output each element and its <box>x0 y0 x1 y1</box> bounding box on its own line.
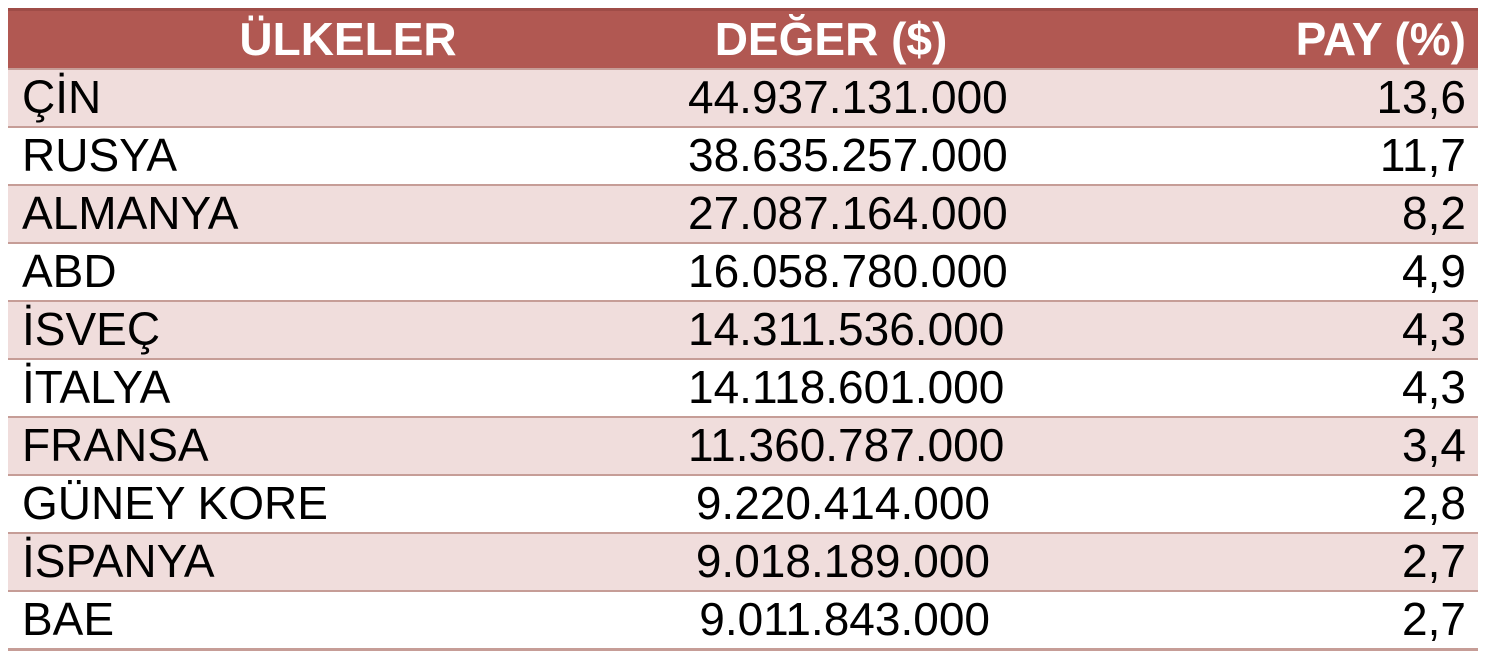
table-row: GÜNEY KORE 9.220.414.000 2,8 <box>8 474 1478 532</box>
country-cell: FRANSA <box>22 419 209 471</box>
table-row: İTALYA 14.118.601.000 4,3 <box>8 358 1478 416</box>
country-cell: İTALYA <box>22 361 171 413</box>
share-cell: 2,8 <box>1402 477 1466 529</box>
country-cell: BAE <box>22 593 115 645</box>
table-row: BAE 9.011.843.000 2,7 <box>8 590 1478 648</box>
value-cell: 38.635.257.000 <box>688 129 1008 181</box>
country-cell: İSVEÇ <box>22 303 161 355</box>
column-header-value: DEĞER ($) <box>714 13 948 65</box>
table-row: İSVEÇ 14.311.536.000 4,3 <box>8 300 1478 358</box>
column-header-countries: ÜLKELER <box>239 13 457 65</box>
value-cell: 27.087.164.000 <box>688 187 1008 239</box>
share-cell: 4,3 <box>1402 303 1466 355</box>
value-cell: 14.311.536.000 <box>688 303 1005 355</box>
country-cell: GÜNEY KORE <box>22 477 328 529</box>
countries-table: ÜLKELER DEĞER ($) PAY (%) ÇİN 44.937.131… <box>8 8 1478 651</box>
value-cell: 11.360.787.000 <box>688 419 1005 471</box>
country-cell: ÇİN <box>22 71 102 123</box>
share-cell: 2,7 <box>1402 535 1466 587</box>
country-cell: ALMANYA <box>22 187 239 239</box>
country-cell: ABD <box>22 245 117 297</box>
value-cell: 14.118.601.000 <box>688 361 1005 413</box>
share-cell: 8,2 <box>1402 187 1466 239</box>
table-row: ALMANYA 27.087.164.000 8,2 <box>8 184 1478 242</box>
share-cell: 2,7 <box>1402 593 1466 645</box>
table-row: FRANSA 11.360.787.000 3,4 <box>8 416 1478 474</box>
value-cell: 16.058.780.000 <box>688 245 1008 297</box>
table-header-row: ÜLKELER DEĞER ($) PAY (%) <box>8 8 1478 68</box>
share-cell: 4,9 <box>1402 245 1466 297</box>
table-row: ABD 16.058.780.000 4,9 <box>8 242 1478 300</box>
value-cell: 9.018.189.000 <box>695 535 990 587</box>
share-cell: 4,3 <box>1402 361 1466 413</box>
country-cell: İSPANYA <box>22 535 215 587</box>
value-cell: 9.220.414.000 <box>695 477 990 529</box>
table-row: ÇİN 44.937.131.000 13,6 <box>8 68 1478 126</box>
table-row: İSPANYA 9.018.189.000 2,7 <box>8 532 1478 590</box>
share-cell: 13,6 <box>1376 71 1466 123</box>
column-header-share: PAY (%) <box>1295 13 1466 65</box>
share-cell: 3,4 <box>1402 419 1466 471</box>
share-cell: 11,7 <box>1379 129 1466 181</box>
value-cell: 44.937.131.000 <box>688 71 1008 123</box>
country-cell: RUSYA <box>22 129 178 181</box>
table-row: RUSYA 38.635.257.000 11,7 <box>8 126 1478 184</box>
value-cell: 9.011.843.000 <box>699 593 990 645</box>
